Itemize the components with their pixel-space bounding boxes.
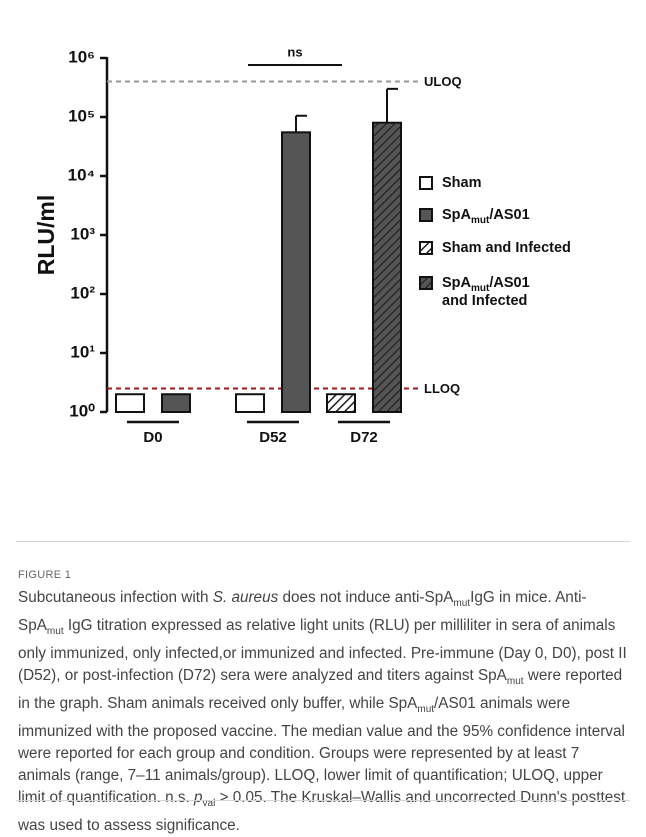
reference-label: ULOQ [424, 74, 462, 89]
bar [235, 393, 265, 413]
bar [326, 393, 356, 413]
y-tick-label: 10⁰ [69, 401, 95, 420]
x-tick-label: D72 [350, 429, 378, 446]
y-tick-label: 10⁶ [68, 47, 95, 66]
bar [281, 131, 311, 413]
y-tick-label: 10² [70, 283, 95, 302]
legend-swatch [419, 241, 433, 255]
divider [16, 800, 630, 801]
bar [161, 393, 191, 413]
bar [372, 121, 402, 414]
page: {"chart_data": {"type": "bar", "log_scal… [16, 44, 630, 835]
legend-label: Sham and Infected [442, 240, 571, 256]
y-tick-label: 10⁴ [68, 165, 95, 184]
y-axis-label: RLU/ml [33, 195, 59, 276]
y-tick-label: 10³ [70, 224, 95, 243]
legend-swatch [419, 208, 433, 222]
x-tick-label: D52 [259, 429, 287, 446]
legend-swatch [419, 276, 433, 290]
bar [115, 393, 145, 413]
x-tick-label: D0 [143, 429, 162, 446]
y-tick-label: 10⁵ [68, 106, 95, 125]
legend-swatch [419, 176, 433, 190]
annotation: ns [287, 44, 302, 59]
reference-label: LLOQ [424, 381, 460, 396]
y-tick-label: 10¹ [70, 342, 95, 361]
legend-label: SpAmut/AS01 [442, 207, 530, 226]
chart: RLU/ml 10⁰ 10¹ 10² 10³ 10⁴ 10⁵ 10⁶ ULOQ LLOQ D0 D5… [33, 44, 571, 446]
figure-label: FIGURE 1 [18, 569, 72, 581]
legend-label: SpAmut/AS01 and Infected [442, 275, 534, 309]
legend-label: Sham [442, 175, 482, 191]
divider [16, 541, 630, 542]
